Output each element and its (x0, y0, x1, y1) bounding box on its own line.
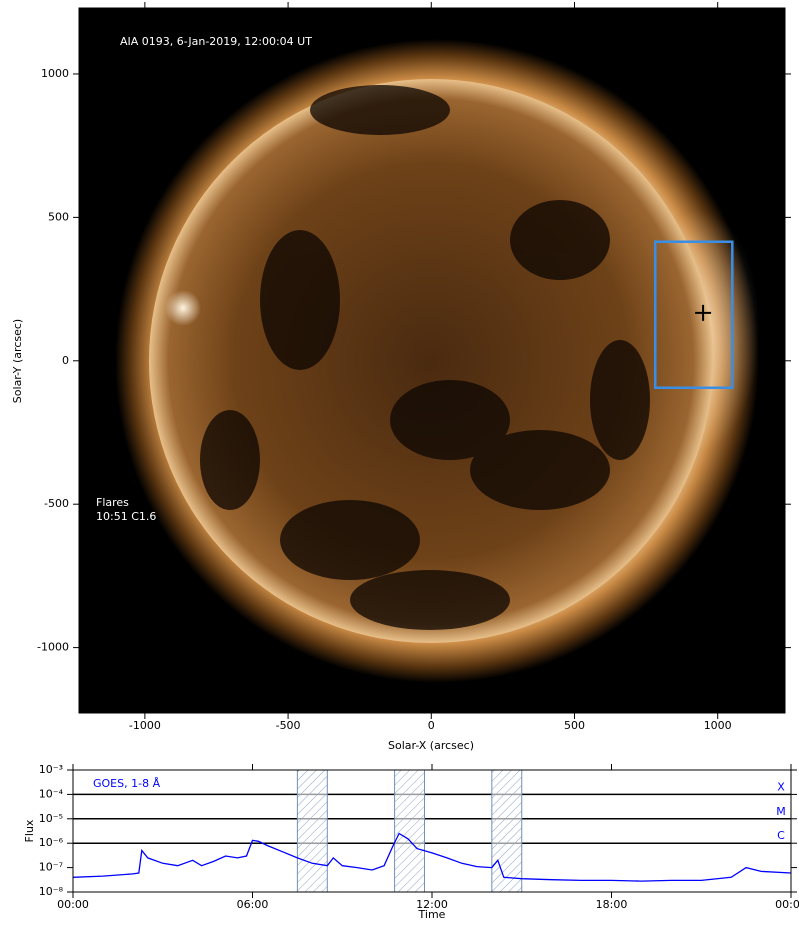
plot-frame (72, 769, 792, 893)
flux-line (72, 832, 792, 882)
legend-label: GOES, 1-8 Å (93, 777, 161, 790)
y-tick-label: -500 (44, 497, 69, 510)
y-axis-label: Solar-Y (arcsec) (11, 319, 24, 403)
x-tick-label: 18:00 (596, 898, 628, 911)
x-tick-label: 0 (428, 719, 435, 732)
y-tick-label: 10⁻⁶ (39, 836, 64, 849)
flare-class-label: X (777, 780, 785, 793)
image-title: AIA 0193, 6-Jan-2019, 12:00:04 UT (120, 35, 312, 48)
x-axis-label: Time (418, 908, 446, 921)
y-tick-label: 1000 (41, 67, 69, 80)
x-axis-label: Solar-X (arcsec) (388, 739, 474, 752)
x-tick-label: 00:00 (775, 898, 799, 911)
y-tick-label: 0 (62, 354, 69, 367)
x-tick-label: -1000 (129, 719, 161, 732)
y-tick-label: 10⁻⁵ (39, 812, 63, 825)
y-tick-label: 10⁻³ (39, 763, 63, 776)
x-tick-label: 06:00 (237, 898, 269, 911)
y-tick-label: 10⁻⁸ (39, 885, 64, 898)
flare-band (296, 769, 328, 893)
flare-class-label: C (777, 829, 785, 842)
y-tick-label: 500 (48, 210, 69, 223)
flare-band (491, 769, 523, 893)
y-tick-label: -1000 (37, 641, 69, 654)
solar-image (79, 8, 785, 713)
region-box (654, 240, 734, 389)
y-axis-label: Flux (23, 819, 36, 842)
y-tick-label: 10⁻⁷ (39, 861, 63, 874)
flare-class-label: M (776, 805, 786, 818)
y-tick-label: 10⁻⁴ (39, 787, 64, 800)
x-tick-label: 00:00 (57, 898, 89, 911)
flares-label: Flares (96, 496, 129, 509)
flare-entry: 10:51 C1.6 (96, 510, 156, 523)
x-tick-label: 12:00 (416, 898, 448, 911)
flare-band (394, 769, 426, 893)
x-tick-label: -500 (276, 719, 301, 732)
flare-marker (695, 304, 712, 321)
x-tick-label: 1000 (704, 719, 732, 732)
x-tick-label: 500 (564, 719, 585, 732)
